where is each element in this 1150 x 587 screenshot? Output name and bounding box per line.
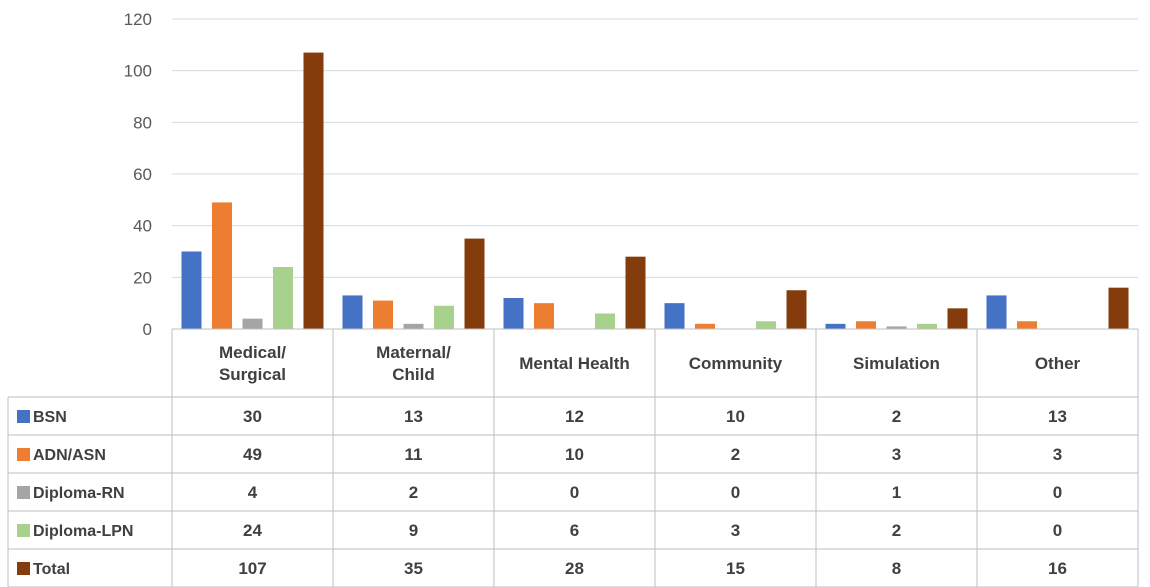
table-cell-value: 3 xyxy=(892,445,901,464)
table-cell-value: 16 xyxy=(1048,559,1067,578)
table-cell-value: 4 xyxy=(248,483,258,502)
series-name-adn-asn: ADN/ASN xyxy=(33,447,106,464)
table-cell-value: 49 xyxy=(243,445,262,464)
y-tick-label: 20 xyxy=(133,268,152,287)
table-cell-value: 15 xyxy=(726,559,745,578)
bar-bsn xyxy=(181,251,202,329)
bar-diploma-lpn xyxy=(273,267,293,329)
bar-total xyxy=(464,238,485,329)
bar-total xyxy=(947,308,968,329)
bar-adn-asn xyxy=(856,321,876,329)
legend-key-total xyxy=(17,562,30,575)
bar-diploma-rn xyxy=(242,318,263,329)
category-label: Mental Health xyxy=(519,354,630,373)
bar-total xyxy=(786,290,807,329)
bar-diploma-lpn xyxy=(434,305,454,329)
category-label: Simulation xyxy=(853,354,940,373)
category-label: Other xyxy=(1035,354,1081,373)
table-cell-value: 11 xyxy=(405,445,423,464)
y-tick-label: 0 xyxy=(143,320,152,339)
table-cell-value: 3 xyxy=(1053,445,1062,464)
bar-bsn xyxy=(986,295,1007,329)
table-cell-value: 0 xyxy=(731,483,740,502)
bar-adn-asn xyxy=(212,202,232,329)
bar-adn-asn xyxy=(534,303,554,329)
bars xyxy=(181,52,1129,329)
bar-total xyxy=(303,52,324,329)
table-cell-value: 107 xyxy=(238,559,266,578)
table-cell-value: 30 xyxy=(243,407,262,426)
y-tick-label: 100 xyxy=(124,62,152,81)
table-cell-value: 0 xyxy=(570,483,579,502)
bar-bsn xyxy=(664,303,685,329)
series-name-diploma-lpn: Diploma-LPN xyxy=(33,523,133,540)
bar-diploma-lpn xyxy=(595,313,615,329)
series-name-diploma-rn: Diploma-RN xyxy=(33,485,125,502)
table-cell-value: 8 xyxy=(892,559,901,578)
series-name-bsn: BSN xyxy=(33,409,67,426)
table-cell-value: 28 xyxy=(565,559,584,578)
data-table: Medical/Surgical Maternal/Child Mental Hea… xyxy=(7,328,1139,587)
legend-key-bsn xyxy=(17,410,30,423)
table-cell-value: 10 xyxy=(726,407,745,426)
table-cell-value: 10 xyxy=(565,445,584,464)
bar-diploma-rn xyxy=(886,326,907,329)
table-cell-value: 2 xyxy=(409,483,418,502)
bar-adn-asn xyxy=(373,300,393,329)
bar-diploma-lpn xyxy=(917,323,937,329)
table-cell-value: 9 xyxy=(409,521,418,540)
table-cell-value: 3 xyxy=(731,521,740,540)
table-cell-value: 12 xyxy=(565,407,584,426)
bar-total xyxy=(625,256,646,329)
series-name-total: Total xyxy=(33,561,70,578)
bar-diploma-rn xyxy=(403,323,424,329)
table-cell-value: 0 xyxy=(1053,521,1062,540)
category-label: Medical/ xyxy=(219,343,286,362)
table-cell-value: 6 xyxy=(570,521,579,540)
bar-adn-asn xyxy=(1017,321,1037,329)
legend-key-diploma-lpn xyxy=(17,524,30,537)
y-axis-ticks: 0 20 40 60 80 100 120 xyxy=(124,10,152,339)
legend-key-diploma-rn xyxy=(17,486,30,499)
category-label: Community xyxy=(689,354,783,373)
bar-bsn xyxy=(342,295,363,329)
table-cell-value: 2 xyxy=(892,407,901,426)
y-tick-label: 40 xyxy=(133,217,152,236)
bar-total xyxy=(1108,287,1129,329)
bar-bsn xyxy=(825,323,846,329)
table-cell-value: 35 xyxy=(404,559,423,578)
category-label: Child xyxy=(392,365,435,384)
table-cell-value: 2 xyxy=(731,445,740,464)
table-cell-value: 2 xyxy=(892,521,901,540)
table-cell-value: 13 xyxy=(404,407,423,426)
legend-key-adn-asn xyxy=(17,448,30,461)
table-cell-value: 1 xyxy=(892,483,901,502)
table-cell-value: 13 xyxy=(1048,407,1067,426)
table-cell-value: 24 xyxy=(243,521,262,540)
y-tick-label: 120 xyxy=(124,10,152,29)
category-label: Maternal/ xyxy=(376,343,451,362)
category-label: Surgical xyxy=(219,365,286,384)
bar-adn-asn xyxy=(695,323,715,329)
table-cell-value: 0 xyxy=(1053,483,1062,502)
y-tick-label: 80 xyxy=(133,113,152,132)
bar-bsn xyxy=(503,298,524,329)
gridlines xyxy=(172,18,1138,278)
bar-diploma-lpn xyxy=(756,321,776,329)
y-tick-label: 60 xyxy=(133,165,152,184)
